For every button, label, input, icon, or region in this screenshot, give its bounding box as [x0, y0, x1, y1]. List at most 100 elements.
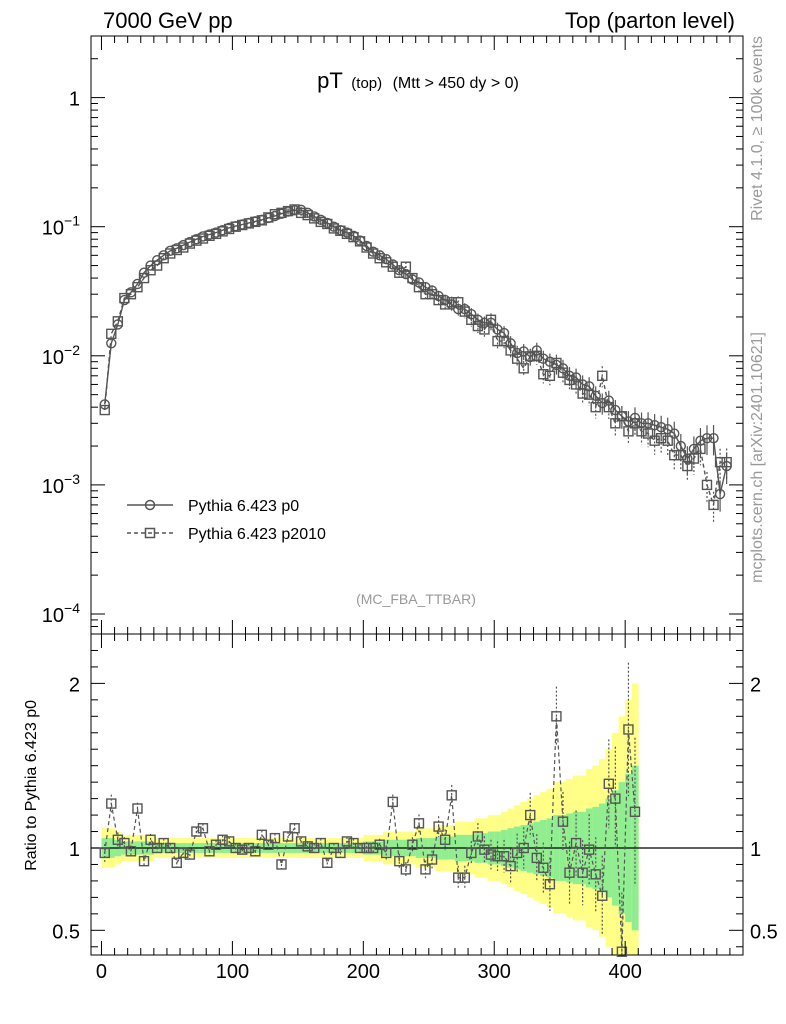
ratio-point-p2010: [145, 834, 156, 845]
series-point-p2010: [649, 435, 660, 446]
ratio-point-p2010: [250, 846, 261, 857]
series-point-p2010: [531, 350, 542, 361]
ratio-point-p2010: [119, 837, 130, 849]
ratio-point-p2010: [204, 846, 215, 857]
ratio-point-p2010: [191, 826, 202, 837]
ratio-point-p2010: [237, 844, 248, 855]
series-point-p2010: [472, 320, 484, 332]
series-point-p2010: [394, 267, 405, 278]
ratio-point-p2010: [544, 879, 556, 890]
ratio-point-p2010: [525, 809, 536, 821]
title-sub2: (Mtt > 450 dy > 0): [393, 75, 519, 92]
series-point-p2010: [269, 208, 281, 220]
ratio-point-p2010: [217, 834, 228, 845]
series-point-p0: [138, 267, 150, 278]
series-point-p2010: [132, 281, 143, 293]
series-point-p2010: [400, 261, 412, 272]
ratio-point-p2010: [315, 837, 326, 849]
series-point-p2010: [138, 272, 150, 284]
series-point-p2010: [544, 370, 556, 381]
ratio-point-p2010: [125, 846, 137, 857]
ratio-point-p2010: [629, 806, 641, 817]
series-point-p2010: [721, 456, 732, 468]
series-point-p2010: [505, 345, 516, 356]
title-main: pT: [317, 68, 343, 93]
series-point-p2010: [165, 248, 176, 259]
ratio-point-p2010: [590, 869, 601, 880]
ratio-point-p2010: [381, 847, 392, 859]
series-point-p2010: [361, 242, 372, 253]
series-point-p2010: [525, 351, 536, 362]
series-point-p2010: [217, 226, 228, 237]
y-tick-label-main: 1: [69, 89, 80, 111]
series-point-p2010: [466, 314, 477, 326]
ratio-point-p2010: [367, 842, 379, 854]
y-tick-label-mantissa: 10: [42, 347, 64, 369]
ratio-point-p2010: [453, 872, 464, 883]
ratio-point-p2010: [570, 837, 582, 849]
ratio-point-p2010: [243, 842, 254, 854]
series-point-p2010: [276, 207, 287, 219]
series-point-p2010: [662, 435, 673, 446]
series-point-p2010: [669, 449, 680, 461]
series-point-p2010: [675, 449, 687, 461]
y-tick-label-main: 10−1: [42, 213, 80, 240]
series-point-p2010: [538, 369, 549, 380]
series-point-p2010: [695, 443, 706, 455]
series-point-p0: [544, 356, 556, 367]
ratio-point-p2010: [407, 839, 418, 850]
series-point-p2010: [335, 225, 346, 236]
series-point-p2010: [453, 297, 464, 308]
series-point-p2010: [315, 216, 326, 228]
y-tick-label-exponent: −3: [64, 471, 80, 487]
ratio-point-p2010: [394, 855, 405, 867]
ratio-point-p2010: [256, 829, 268, 841]
ratio-point-p2010: [106, 798, 117, 809]
x-tick-label: 300: [478, 961, 511, 983]
ratio-point-p2010: [597, 890, 608, 901]
series-point-p2010: [295, 207, 307, 219]
y-tick-label-exponent: −1: [64, 213, 80, 229]
series-point-p2010: [603, 401, 615, 413]
series-point-p0: [603, 395, 615, 406]
ratio-point-p2010: [426, 854, 438, 865]
series-point-p2010: [354, 236, 366, 247]
series-point-p2010: [289, 204, 300, 215]
series-point-p2010: [263, 212, 274, 223]
series-point-p2010: [171, 244, 182, 256]
ratio-point-p2010: [197, 823, 209, 834]
x-tick-label: 200: [347, 961, 380, 983]
ratio-point-p2010: [282, 831, 294, 842]
y-tick-label-mantissa: 10: [42, 605, 64, 627]
ratio-point-p2010: [302, 841, 313, 852]
series-point-p2010: [210, 228, 222, 240]
series-point-p2010: [426, 289, 438, 300]
ratio-point-p2010: [505, 860, 516, 872]
ratio-panel: 2 2 1 1 0.5 0.5 Ratio to Pythia 6.423 p0: [23, 633, 778, 957]
series-point-p2010: [492, 335, 503, 347]
ratio-point-p2010: [400, 864, 412, 875]
ratio-point-p2010: [230, 842, 241, 854]
series-point-p0: [714, 488, 726, 500]
series-point-p0: [570, 372, 582, 383]
series-point-p2010: [642, 428, 654, 439]
ratio-point-p2010: [112, 834, 124, 845]
ratio-point-p2010: [374, 839, 385, 850]
series-point-p2010: [597, 370, 608, 381]
ratio-point-p2010: [459, 872, 470, 883]
title-sub1: (top): [351, 75, 382, 92]
ratio-point-p2010: [138, 855, 150, 867]
x-tick-label: 400: [608, 961, 641, 983]
series-point-p2010: [485, 314, 497, 326]
series-point-p2010: [112, 316, 124, 327]
series-point-p2010: [191, 235, 202, 246]
series-point-p2010: [439, 299, 451, 310]
ratio-point-p2010: [420, 864, 431, 875]
series-line-p2010: [104, 208, 727, 506]
ratio-point-p2010: [341, 836, 353, 847]
series-point-p2010: [682, 460, 693, 472]
ratio-point-p2010: [538, 862, 549, 873]
series-point-p2010: [387, 261, 398, 272]
main-panel-frame: [90, 35, 744, 635]
series-point-p2010: [708, 499, 719, 511]
